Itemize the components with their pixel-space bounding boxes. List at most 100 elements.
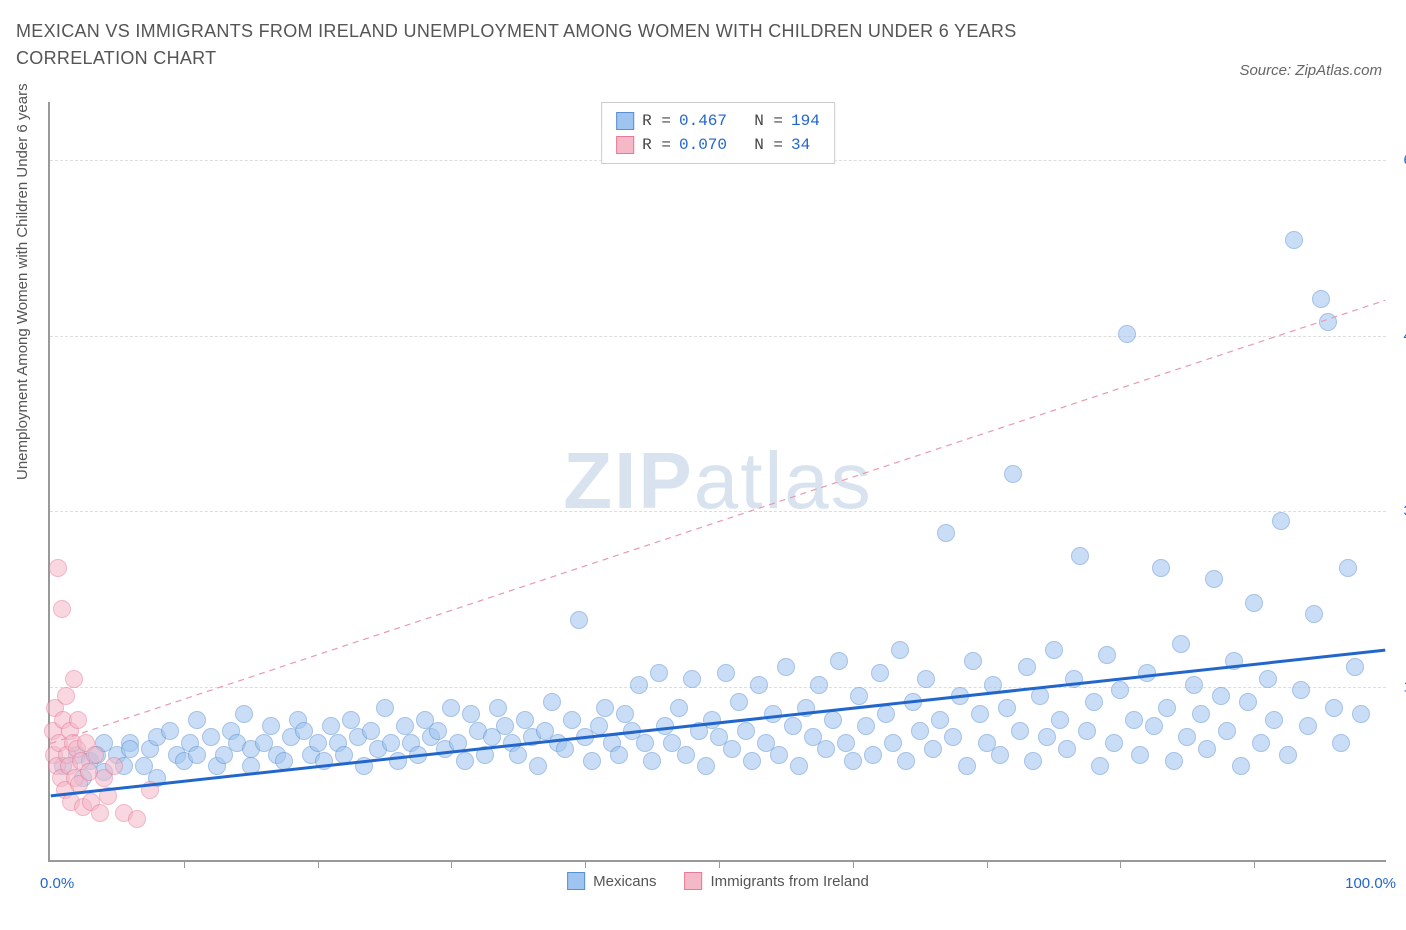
data-point <box>824 711 842 729</box>
data-point <box>1045 641 1063 659</box>
data-point <box>770 746 788 764</box>
data-point <box>1111 681 1129 699</box>
data-point <box>476 746 494 764</box>
data-point <box>1292 681 1310 699</box>
data-point <box>737 722 755 740</box>
data-point <box>382 734 400 752</box>
data-point <box>275 752 293 770</box>
data-point <box>563 711 581 729</box>
data-point <box>516 711 534 729</box>
data-point <box>315 752 333 770</box>
data-point <box>121 740 139 758</box>
data-point <box>790 757 808 775</box>
data-point <box>1252 734 1270 752</box>
data-point <box>610 746 628 764</box>
data-point <box>1152 559 1170 577</box>
data-point <box>877 705 895 723</box>
data-point <box>677 746 695 764</box>
data-point <box>971 705 989 723</box>
data-point <box>1346 658 1364 676</box>
data-point <box>830 652 848 670</box>
data-point <box>65 670 83 688</box>
data-point <box>937 524 955 542</box>
data-point <box>850 687 868 705</box>
data-point <box>917 670 935 688</box>
data-point <box>1138 664 1156 682</box>
data-point <box>1245 594 1263 612</box>
data-point <box>583 752 601 770</box>
data-point <box>141 781 159 799</box>
stats-legend-row: R = 0.467 N = 194 <box>616 109 820 133</box>
data-point <box>1272 512 1290 530</box>
data-point <box>1011 722 1029 740</box>
data-point <box>683 670 701 688</box>
data-point <box>262 717 280 735</box>
data-point <box>904 693 922 711</box>
data-point <box>1339 559 1357 577</box>
data-point <box>1158 699 1176 717</box>
data-point <box>1352 705 1370 723</box>
data-point <box>1212 687 1230 705</box>
data-point <box>797 699 815 717</box>
data-point <box>884 734 902 752</box>
data-point <box>864 746 882 764</box>
data-point <box>1232 757 1250 775</box>
data-point <box>924 740 942 758</box>
data-point <box>958 757 976 775</box>
data-point <box>944 728 962 746</box>
data-point <box>529 757 547 775</box>
data-point <box>1299 717 1317 735</box>
data-point <box>489 699 507 717</box>
x-axis-end-label: 100.0% <box>1345 875 1396 892</box>
data-point <box>342 711 360 729</box>
legend-item: Mexicans <box>567 872 656 890</box>
data-point <box>86 746 104 764</box>
data-point <box>1265 711 1283 729</box>
data-point <box>630 676 648 694</box>
data-point <box>743 752 761 770</box>
data-point <box>911 722 929 740</box>
data-point <box>951 687 969 705</box>
data-point <box>670 699 688 717</box>
data-point <box>1085 693 1103 711</box>
data-point <box>1239 693 1257 711</box>
data-point <box>1098 646 1116 664</box>
data-point <box>1172 635 1190 653</box>
data-point <box>871 664 889 682</box>
data-point <box>409 746 427 764</box>
data-point <box>1325 699 1343 717</box>
data-point <box>650 664 668 682</box>
chart-title: MEXICAN VS IMMIGRANTS FROM IRELAND UNEMP… <box>16 18 1136 72</box>
data-point <box>1218 722 1236 740</box>
data-point <box>1078 722 1096 740</box>
data-point <box>998 699 1016 717</box>
data-point <box>991 746 1009 764</box>
data-point <box>309 734 327 752</box>
data-point <box>449 734 467 752</box>
data-point <box>1024 752 1042 770</box>
data-point <box>964 652 982 670</box>
data-point <box>837 734 855 752</box>
data-point <box>1192 705 1210 723</box>
data-point <box>984 676 1002 694</box>
data-point <box>91 804 109 822</box>
data-point <box>105 757 123 775</box>
data-point <box>810 676 828 694</box>
chart-plot-area: ZIPatlas 15.0%30.0%45.0%60.0% 0.0% 100.0… <box>48 102 1386 862</box>
series-legend: Mexicans Immigrants from Ireland <box>567 872 869 890</box>
data-point <box>69 711 87 729</box>
data-point <box>1305 605 1323 623</box>
y-axis-label: Unemployment Among Women with Children U… <box>14 83 31 480</box>
data-point <box>1071 547 1089 565</box>
data-point <box>1004 465 1022 483</box>
source-attribution: Source: ZipAtlas.com <box>1239 62 1382 79</box>
data-point <box>1198 740 1216 758</box>
data-point <box>49 559 67 577</box>
stats-legend-row: R = 0.070 N = 34 <box>616 133 820 157</box>
data-point <box>1285 231 1303 249</box>
legend-item: Immigrants from Ireland <box>684 872 868 890</box>
data-point <box>1145 717 1163 735</box>
data-point <box>242 757 260 775</box>
data-point <box>389 752 407 770</box>
data-point <box>1225 652 1243 670</box>
